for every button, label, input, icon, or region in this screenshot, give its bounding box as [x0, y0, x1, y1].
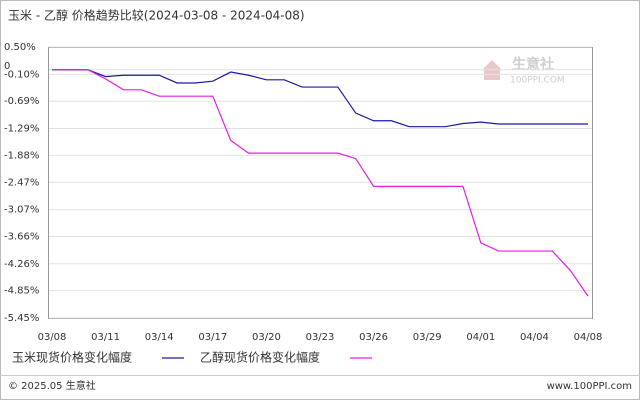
footer-left: © 2025.05 生意社	[8, 379, 96, 392]
x-tick-label: 03/26	[359, 332, 388, 343]
y-tick-label: -1.29%	[4, 124, 39, 135]
y-tick-label: 0	[4, 61, 10, 72]
x-tick-label: 04/01	[466, 332, 495, 343]
x-tick-label: 03/23	[306, 332, 335, 343]
line-series	[52, 69, 588, 128]
x-tick-label: 03/17	[198, 332, 227, 343]
x-tick-label: 03/20	[252, 332, 281, 343]
watermark-text: 生意社	[512, 56, 554, 73]
y-tick-label: -4.85%	[4, 286, 39, 297]
x-tick-label: 03/14	[145, 332, 174, 343]
x-tick-label: 04/04	[520, 332, 549, 343]
y-tick-label: -2.47%	[4, 177, 39, 188]
y-tick-label: -5.45%	[4, 313, 39, 324]
legend-label: 乙醇现货价格变化幅度	[200, 350, 320, 365]
footer-right: www.100PPI.com	[547, 381, 632, 392]
x-tick-label: 03/08	[38, 332, 67, 343]
x-tick-label: 04/08	[574, 332, 603, 343]
y-tick-label: -4.26%	[4, 259, 39, 270]
chart-title: 玉米 - 乙醇 价格趋势比较(2024-03-08 - 2024-04-08)	[8, 8, 305, 23]
x-tick-label: 03/11	[91, 332, 120, 343]
line-series	[52, 69, 589, 297]
y-tick-label: -3.66%	[4, 231, 39, 242]
y-tick-label: 0.50%	[4, 42, 36, 53]
y-tick-label: -1.88%	[4, 150, 39, 161]
x-tick-label: 03/29	[413, 332, 442, 343]
y-tick-label: -0.10%	[4, 69, 39, 80]
legend-label: 玉米现货价格变化幅度	[12, 350, 132, 365]
watermark-url: 100PPI.COM	[510, 76, 565, 86]
y-tick-label: -0.69%	[4, 96, 39, 107]
y-tick-label: -3.07%	[4, 205, 39, 216]
